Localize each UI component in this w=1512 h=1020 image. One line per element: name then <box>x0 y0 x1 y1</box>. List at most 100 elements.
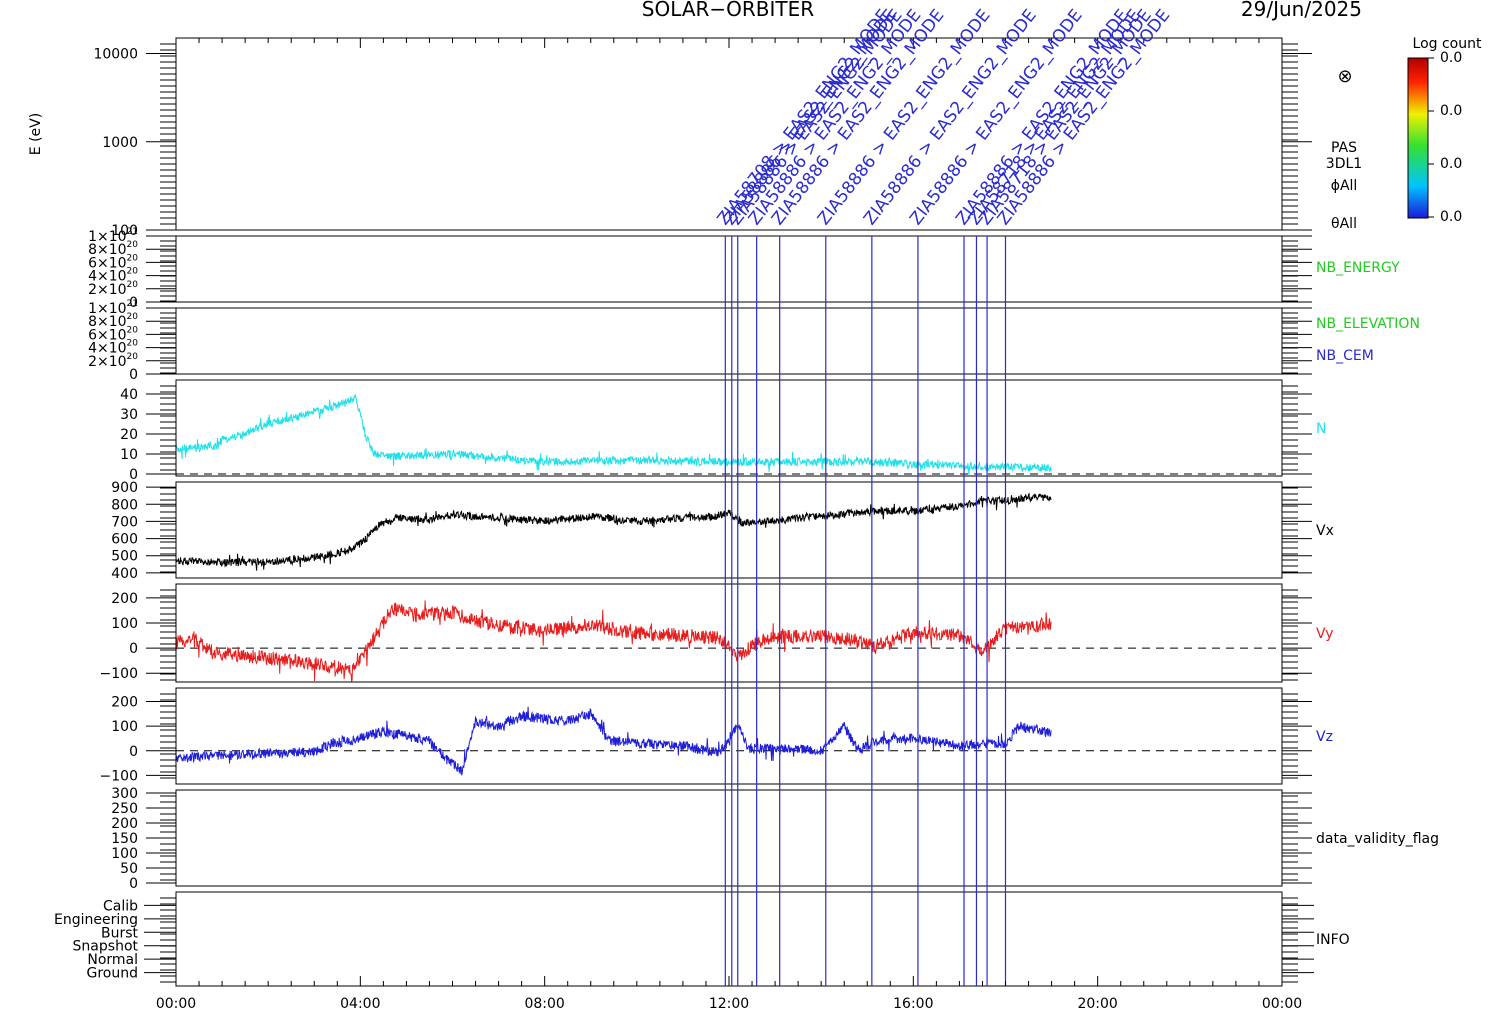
minor-ticks <box>160 897 1298 983</box>
y-tick-label: 500 <box>111 549 138 565</box>
panel-label: Vx <box>1316 523 1334 539</box>
x-tick-label: 04:00 <box>340 996 380 1012</box>
y-tick-label: 100 <box>111 616 138 632</box>
y-tick-label: 30 <box>120 407 138 423</box>
y-tick-label: 250 <box>111 801 138 817</box>
minor-ticks <box>160 487 1298 573</box>
minor-ticks <box>160 795 1298 881</box>
panel-frame <box>175 583 1283 683</box>
panel-9: CalibEngineeringBurstSnapshotNormalGroun… <box>54 891 1350 987</box>
category-label: Burst <box>101 925 139 941</box>
y-tick-label: 2×1020 <box>88 352 138 370</box>
panel-frame <box>175 891 1283 987</box>
y-tick-label: 100 <box>111 719 138 735</box>
colorbar-title: Log count <box>1413 36 1482 52</box>
panel-label: Vy <box>1316 626 1334 642</box>
instrument-label: θAll <box>1331 216 1357 232</box>
colorbar-tick-label: 0.0 <box>1440 156 1462 172</box>
mission-title: SOLAR−ORBITER <box>642 0 814 21</box>
y-tick-label: 40 <box>120 387 138 403</box>
time-axis: 00:00 04:00 08:00 12:00 16:00 20:00 00:00 <box>156 976 1302 1012</box>
y-tick-label: 200 <box>111 591 138 607</box>
y-tick-label: 100 <box>111 223 138 239</box>
y-tick-label: 6×1020 <box>88 253 138 271</box>
minor-ticks <box>160 240 1298 302</box>
y-tick-label: 0 <box>129 467 138 483</box>
category-label: Calib <box>103 898 138 914</box>
y-tick-label: 600 <box>111 532 138 548</box>
y-tick-label: 700 <box>111 514 138 530</box>
y-tick-label: 8×1020 <box>88 240 138 258</box>
colorbar-bar <box>1407 57 1429 219</box>
panel-label: NB_ELEVATION <box>1316 316 1420 332</box>
panel-label: INFO <box>1316 932 1350 948</box>
y-tick-label: 0 <box>129 641 138 657</box>
minor-ticks <box>160 589 1298 681</box>
panel-frame <box>175 379 1283 477</box>
x-tick-label: 16:00 <box>893 996 933 1012</box>
y-tick-label: −100 <box>100 768 138 784</box>
panel-7: −100 0 100 200 Vz <box>100 687 1333 785</box>
series-line <box>175 394 1052 475</box>
y-tick-label: 50 <box>120 861 138 877</box>
instrument-label: 3DL1 <box>1326 156 1362 172</box>
panel-label: NB_ENERGY <box>1316 260 1400 276</box>
series-line <box>175 600 1052 683</box>
minor-ticks <box>160 312 1298 374</box>
plot-date: 29/Jun/2025 <box>1241 0 1362 21</box>
y-tick-label: 1000 <box>102 135 138 151</box>
panel-label: Vz <box>1316 729 1333 745</box>
colorbar-tick-label: 0.0 <box>1440 209 1462 225</box>
instrument-label: PAS <box>1331 140 1357 156</box>
panel-6: −100 0 100 200 Vy <box>100 583 1334 683</box>
series-line <box>175 492 1052 571</box>
category-label: Snapshot <box>73 939 139 955</box>
panel-4: 0 10 20 30 40 N <box>120 379 1326 483</box>
y-tick-label: 900 <box>111 480 138 496</box>
colorbar-tick-label: 0.0 <box>1440 103 1462 119</box>
x-tick-label: 20:00 <box>1077 996 1117 1012</box>
y-tick-label: 2×1020 <box>88 280 138 298</box>
y-tick-label: 0 <box>129 367 138 383</box>
y-tick-label: 100 <box>111 846 138 862</box>
panel-frame <box>175 481 1283 579</box>
y-tick-label: 20 <box>120 427 138 443</box>
x-tick-label: 08:00 <box>524 996 564 1012</box>
panel-label: data_validity_flag <box>1316 831 1439 847</box>
minor-ticks <box>160 43 1298 225</box>
panel-frame <box>175 307 1283 375</box>
y-tick-label: 8×1020 <box>88 312 138 330</box>
y-tick-label: 200 <box>111 816 138 832</box>
category-label: Engineering <box>54 912 138 928</box>
y-tick-label: 10000 <box>93 47 138 63</box>
y-tick-label: 200 <box>111 695 138 711</box>
panel-frame <box>175 789 1283 887</box>
y-tick-label: 1×1021 <box>88 299 138 317</box>
no-data-symbol: ⊗ <box>1337 66 1352 87</box>
minor-ticks <box>160 693 1298 779</box>
y-tick-label: 300 <box>111 786 138 802</box>
y-tick-label: 10 <box>120 447 138 463</box>
y-tick-label: 150 <box>111 831 138 847</box>
y-tick-label: 4×1020 <box>88 267 138 285</box>
y-tick-label: 0 <box>129 876 138 892</box>
panel-frame <box>175 235 1283 303</box>
y-tick-label: 0 <box>129 295 138 311</box>
x-tick-label: 00:00 <box>1262 996 1302 1012</box>
y-tick-label: 6×1020 <box>88 325 138 343</box>
y-tick-label: 400 <box>111 566 138 582</box>
category-label: Normal <box>87 952 138 968</box>
minor-ticks <box>160 385 1298 471</box>
panel-label: NB_CEM <box>1316 348 1374 364</box>
y-tick-label: 1×1021 <box>88 227 138 245</box>
x-tick-label: 12:00 <box>709 996 749 1012</box>
y-tick-label: 0 <box>129 744 138 760</box>
